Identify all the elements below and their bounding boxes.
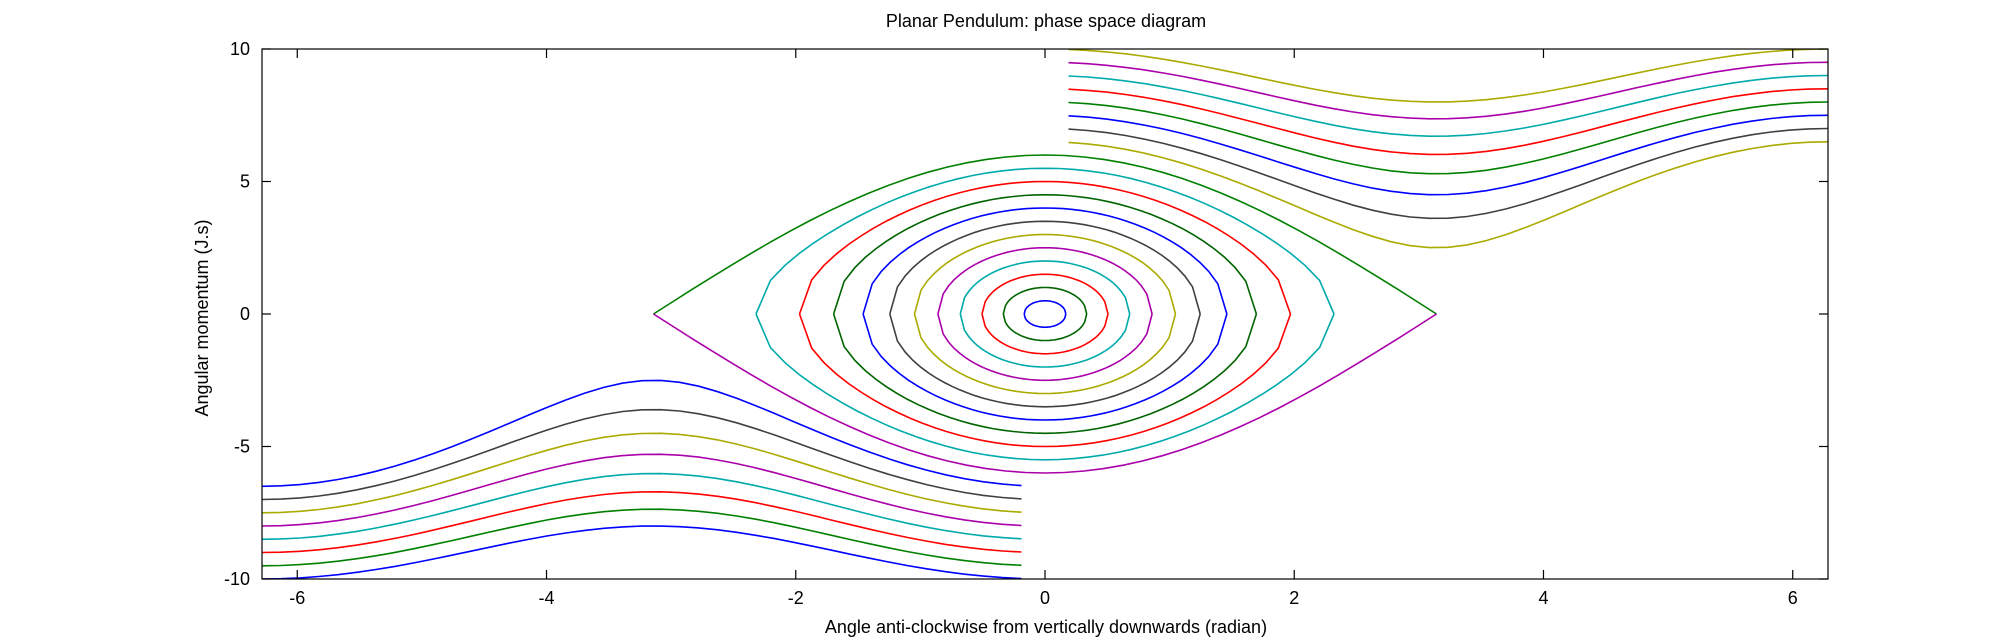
rotating-orbit-upper [1068,49,1828,103]
plot-lines [262,49,1828,579]
x-tick-label: 6 [1788,588,1798,608]
closed-orbit-lower [1023,313,1067,329]
y-tick-label: -10 [224,569,250,589]
rotating-orbit-upper [1068,114,1828,196]
rotating-orbit-upper [1068,141,1828,249]
rotating-orbit-upper [1068,101,1828,175]
y-tick-label: 10 [230,39,250,59]
closed-orbit-lower [981,313,1109,355]
rotating-orbit-upper [1068,88,1828,156]
closed-orbit-upper [937,247,1153,315]
x-axis-label: Angle anti-clockwise from vertically dow… [825,617,1267,637]
rotating-orbit-lower [262,525,1022,579]
closed-orbit-lower [913,313,1177,395]
y-tick-label: 5 [240,172,250,192]
rotating-orbit-lower [262,379,1022,488]
closed-orbit-upper [889,220,1201,315]
closed-orbit-lower [798,313,1292,448]
x-tick-label: -4 [539,588,555,608]
rotating-orbit-upper [1068,74,1828,138]
rotating-orbit-upper [1068,127,1828,220]
rotating-orbit-lower [262,508,1022,567]
closed-orbit-lower [653,313,1437,474]
closed-orbit-upper [755,167,1335,315]
closed-orbit-upper [981,273,1109,315]
rotating-orbit-upper [1068,61,1828,120]
rotating-orbit-lower [262,453,1022,527]
closed-orbit-upper [1002,286,1088,315]
x-tick-label: 0 [1040,588,1050,608]
x-tick-label: -2 [788,588,804,608]
closed-orbit-upper [1023,299,1067,315]
axes: -6 -4 -2 0 2 4 6 -10 -5 0 5 10 [224,39,1829,608]
closed-orbit-upper [653,154,1437,315]
closed-orbit-lower [889,313,1201,408]
x-tick-label: 4 [1538,588,1548,608]
x-tick-label: 2 [1289,588,1299,608]
closed-orbit-lower [832,313,1258,435]
rotating-orbit-lower [262,490,1022,554]
closed-orbit-upper [832,193,1258,315]
rotating-orbit-lower [262,408,1022,501]
closed-orbit-lower [862,313,1228,421]
y-tick-label: -5 [234,437,250,457]
closed-orbit-upper [913,233,1177,315]
closed-orbit-upper [959,260,1131,315]
y-axis-label: Angular momentum (J.s) [192,219,212,416]
closed-orbit-lower [755,313,1335,461]
x-tick-label: -6 [289,588,305,608]
chart-title: Planar Pendulum: phase space diagram [886,11,1206,31]
rotating-orbit-lower [262,432,1022,514]
rotating-orbit-lower [262,472,1022,541]
closed-orbit-upper [862,207,1228,315]
y-tick-label: 0 [240,304,250,324]
closed-orbit-upper [798,180,1292,315]
closed-orbit-lower [937,313,1153,382]
closed-orbit-lower [1002,313,1088,342]
closed-orbit-lower [959,313,1131,368]
